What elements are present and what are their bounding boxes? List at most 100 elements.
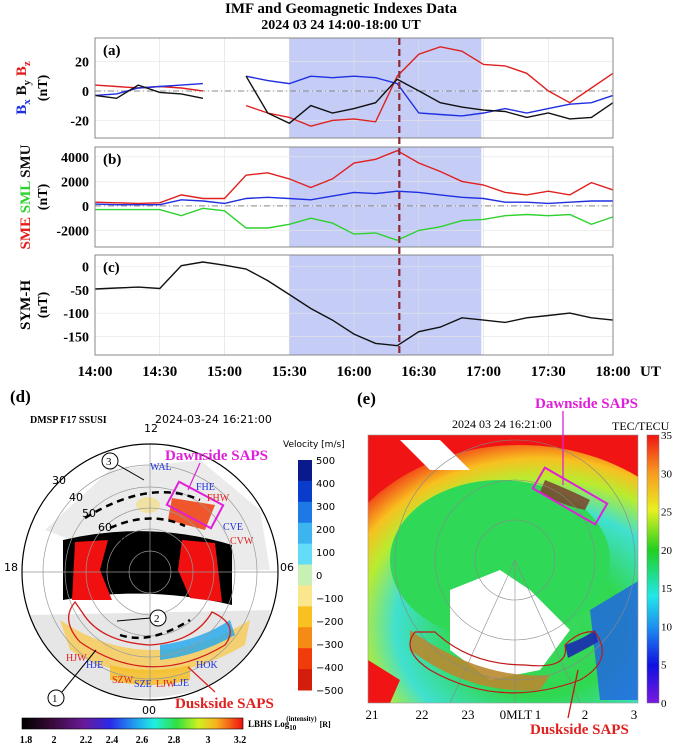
shaded-interval (289, 255, 482, 355)
stations-red: FHW CVW HJW SZW LJW (66, 493, 254, 690)
y-axis-unit: (nT) (36, 183, 51, 210)
velocity-color-bin (298, 648, 312, 670)
y-tick-label: 2000 (61, 175, 89, 190)
tec-tick-labels: 35 30 25 20 15 10 5 0 (661, 430, 673, 710)
y-tick-label: -2000 (56, 224, 89, 239)
numbered-markers: 3 2 1 (47, 452, 167, 707)
lbhs-tick-label: 2.8 (168, 735, 181, 743)
velocity-tick-label: −200 (316, 617, 343, 628)
velocity-tick-label: 200 (316, 525, 335, 536)
y-axis-label: SME SML SMU (18, 144, 34, 249)
station-wal: WAL (150, 462, 172, 473)
lbhs-tick-labels: 1.8 2 2.2 2.4 2.6 2.8 3 3.2 (20, 735, 247, 743)
lbhs-colorbar-label: LBHS Log10(intensity)[R] (248, 715, 331, 732)
y-axis-label: SYM-H (18, 280, 34, 330)
shaded-interval (289, 147, 482, 247)
series-smu (94, 190, 613, 206)
velocity-tick-label: −400 (316, 663, 343, 674)
series-bz (245, 46, 614, 127)
velocity-color-bin (298, 669, 312, 691)
tec-duskside-loop (409, 631, 603, 694)
lbhs-tick-label: 2.2 (80, 735, 93, 743)
figure-subtitle: 2024 03 24 14:00-18:00 UT (261, 18, 421, 33)
velocity-tick-label: 0 (316, 571, 322, 582)
station-cve: CVE (223, 522, 243, 533)
x-axis-unit: UT (640, 364, 661, 380)
lbhs-tick-label: 3.2 (234, 735, 247, 743)
y-axis-unit: (nT) (36, 74, 51, 101)
y-tick-label: 4000 (61, 151, 89, 166)
tec-tick-label: 30 (661, 468, 673, 480)
panel-a: 20 0 -20 (a) Bx By Bz(nT) (14, 37, 614, 139)
auroral-boundary-outer (84, 490, 201, 520)
y-tick-label: 0 (82, 261, 89, 276)
marker-1: 1 (52, 693, 58, 705)
station-szw: SZW (112, 675, 134, 686)
mlt-tick-label: 2 (582, 707, 589, 722)
series-symh (94, 261, 614, 347)
velocity-tick-label: 400 (316, 479, 335, 490)
dawnside-saps-box (165, 480, 225, 530)
series-by (94, 84, 204, 100)
velocity-color-bin (298, 460, 312, 482)
station-sze: SZE (134, 679, 152, 690)
station-hjw: HJW (66, 653, 87, 664)
series-bx (94, 82, 203, 97)
velocity-color-bin (298, 522, 312, 545)
y-axis-unit: (nT) (36, 291, 51, 318)
tec-tick-label: 35 (661, 430, 673, 442)
panel-b: 4000 2000 0 -2000 (b) SME SML SMU(nT) (18, 144, 614, 250)
plot-frame (94, 37, 614, 139)
plot-frame (94, 254, 614, 356)
marker-3: 3 (106, 456, 112, 468)
dawnside-arrow (187, 462, 201, 491)
plot-frame (94, 146, 614, 248)
mlt-tick-label: 21 (366, 707, 379, 722)
mlt-06: 06 (280, 561, 294, 574)
mlt-tick-label: 1 (535, 707, 542, 722)
mlt-tick-label: 23 (462, 707, 475, 722)
panel-e-label: (e) (357, 389, 376, 408)
lat-30: 30 (52, 474, 66, 487)
station-hok: HOK (196, 660, 218, 671)
velocity-color-bin (298, 585, 312, 607)
tec-tick-label: 25 (661, 507, 673, 519)
velocity-tick-label: −100 (316, 594, 343, 605)
panel-d-instrument: DMSP F17 SSUSI (30, 415, 107, 426)
panel-d-datetime: 2024-03-24 16:21:00 (155, 413, 272, 426)
velocity-tick-label: −300 (316, 640, 343, 651)
tec-duskside-arrow (567, 669, 579, 719)
lat-60: 60 (98, 521, 112, 534)
x-tick-label: 15:30 (272, 364, 307, 380)
y-tick-label: -150 (63, 330, 89, 345)
panel-label: (c) (103, 260, 120, 276)
lat-40: 40 (69, 491, 83, 504)
lbhs-tick-label: 1.8 (20, 735, 33, 743)
tec-dawnside-box (531, 466, 609, 526)
lbhs-tick-label: 2.6 (136, 735, 149, 743)
panel-d-label: (d) (10, 387, 31, 406)
y-tick-label: 20 (75, 56, 89, 71)
station-fhw: FHW (207, 493, 230, 504)
lat-50: 50 (82, 507, 96, 520)
lbhs-colorbar (21, 717, 244, 730)
velocity-colorbar: 500 400 300 200 100 0 −100 −200 −300 −400 −500 (298, 456, 343, 697)
panel-e-tec-map: (e) 2024 03 24 16:21:00 TEC/TECU Dawnsid… (357, 389, 673, 738)
station-ljw: LJW (156, 679, 176, 690)
lbhs-tick-label: 2 (52, 735, 57, 743)
y-tick-label: -20 (70, 114, 89, 129)
panel-d-polar-plot: (d) DMSP F17 SSUSI 2024-03-24 16:21:00 1… (4, 387, 345, 743)
polar-outer-circle (21, 443, 279, 701)
panel-e-datetime: 2024 03 24 16:21:00 (452, 417, 552, 431)
station-cvw: CVW (230, 536, 254, 547)
tec-tick-label: 15 (661, 583, 673, 595)
velocity-color-bin (298, 627, 312, 649)
y-axis-label: Bx By Bz (14, 61, 33, 115)
y-tick-label: 0 (82, 200, 89, 215)
stations-blue: WAL FHE CVE HJE SZE LJE HOK (86, 462, 243, 690)
mlt-tick-labels: 21 22 23 0MLT 1 2 3 (366, 707, 638, 722)
time-series-panels: 200-20(a)Bx By Bz(nT)400020000-2000(b)SM… (14, 37, 661, 380)
x-tick-label: 16:00 (337, 364, 372, 380)
lbhs-tick-label: 3 (206, 735, 211, 743)
